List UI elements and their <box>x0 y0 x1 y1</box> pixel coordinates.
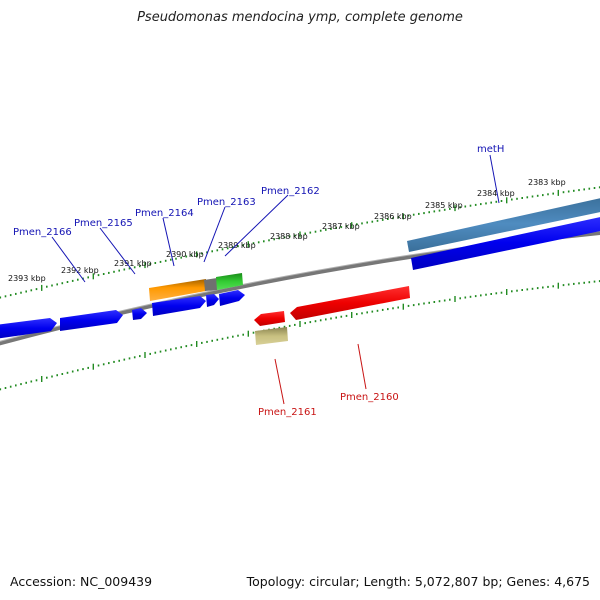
genome-summary-text: Topology: circular; Length: 5,072,807 bp… <box>246 574 590 589</box>
kbp-label-2383: 2383 kbp <box>528 178 566 187</box>
leader-pmen-2166 <box>51 236 86 283</box>
accession-text: Accession: NC_009439 <box>10 574 153 589</box>
gene-arrow-pmen-2160[interactable] <box>290 286 410 320</box>
gene-label-pmen-2161[interactable]: Pmen_2161 <box>258 407 317 418</box>
outer-features <box>149 196 600 301</box>
gene-arrow-pmen-2166[interactable] <box>60 310 123 331</box>
outer-tick-ring <box>0 186 600 299</box>
kbp-label-2388: 2388 kbp <box>270 232 308 241</box>
inner-tick-ring <box>0 280 600 391</box>
gene-label-pmen-2162[interactable]: Pmen_2162 <box>261 186 320 197</box>
feature-khaki-pmen-2161[interactable] <box>255 327 288 345</box>
kbp-label-2391: 2391 kbp <box>114 259 152 268</box>
kbp-label-2393: 2393 kbp <box>8 274 46 283</box>
kbp-label-2390: 2390 kbp <box>166 250 204 259</box>
kbp-label-2387: 2387 kbp <box>322 222 360 231</box>
feature-green-pmen-2163[interactable] <box>216 273 243 290</box>
gene-arrow-pmen-2164[interactable] <box>152 296 206 316</box>
kbp-label-2384: 2384 kbp <box>477 189 515 198</box>
kbp-label-2386: 2386 kbp <box>374 212 412 221</box>
gene-arrow-pmen-2162[interactable] <box>219 290 245 306</box>
leader-pmen-2165 <box>99 227 136 275</box>
map-title: Pseudomonas mendocina ymp, complete geno… <box>137 10 463 25</box>
leader-meth <box>489 154 500 204</box>
gene-arrow-pmen-2167[interactable] <box>0 318 57 339</box>
kbp-label-2385: 2385 kbp <box>425 201 463 210</box>
reverse-strand-genes <box>254 286 410 345</box>
kbp-label-2389: 2389 kbp <box>218 241 256 250</box>
kbp-label-2392: 2392 kbp <box>61 266 99 275</box>
feature-orange-pmen-2164[interactable] <box>149 279 206 301</box>
leader-pmen-2162 <box>224 194 289 257</box>
gene-arrow-pmen-2163[interactable] <box>206 294 219 307</box>
reverse-label-leaders <box>274 343 367 405</box>
feature-grey-overlap[interactable] <box>204 278 217 291</box>
gene-label-pmen-2166[interactable]: Pmen_2166 <box>13 227 72 238</box>
leader-pmen-2161 <box>274 358 285 405</box>
leader-pmen-2163 <box>203 206 226 263</box>
gene-label-pmen-2164[interactable]: Pmen_2164 <box>135 208 194 219</box>
gene-arrow-meth-cds[interactable] <box>411 215 600 270</box>
gene-label-pmen-2165[interactable]: Pmen_2165 <box>74 218 133 229</box>
feature-steelblue-meth[interactable] <box>407 196 600 252</box>
gene-arrow-pmen-2165[interactable] <box>132 308 147 320</box>
gene-label-pmen-2160[interactable]: Pmen_2160 <box>340 392 399 403</box>
forward-strand-genes <box>0 215 600 339</box>
leader-pmen-2160 <box>357 343 367 390</box>
forward-label-leaders <box>51 154 500 283</box>
gene-label-pmen-2163[interactable]: Pmen_2163 <box>197 197 256 208</box>
gene-label-meth[interactable]: metH <box>477 144 504 155</box>
leader-pmen-2164 <box>162 217 175 267</box>
gene-arrow-pmen-2161[interactable] <box>254 311 285 326</box>
